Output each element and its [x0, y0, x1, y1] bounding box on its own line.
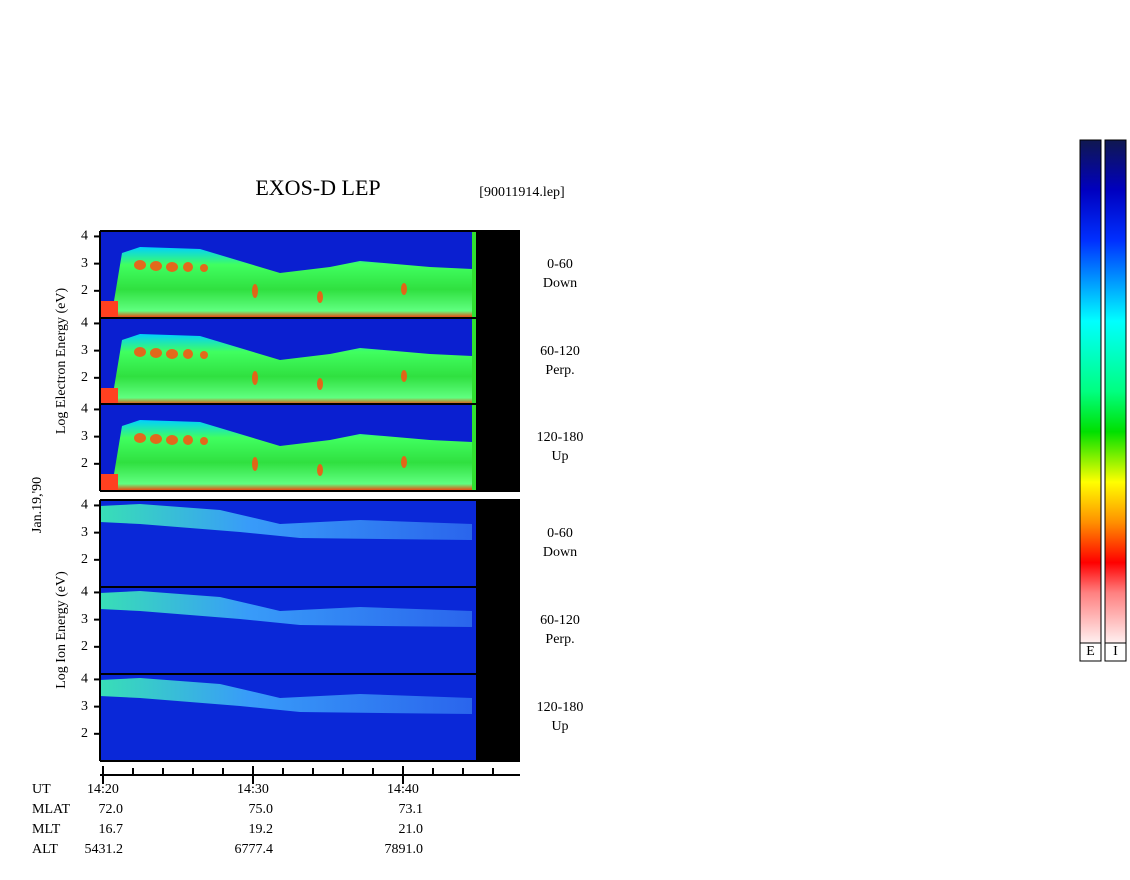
direction-label: Down	[543, 276, 577, 291]
angle-label: 0-60	[547, 257, 573, 272]
angle-label: 120-180	[537, 700, 584, 715]
spectrogram-panels	[99, 230, 520, 762]
y-tick-label: 3	[81, 699, 88, 714]
orbit-value: 75.0	[249, 802, 274, 817]
orbit-value: 5431.2	[85, 842, 124, 857]
x-tick-label: 14:40	[387, 782, 419, 797]
colorbars	[1079, 139, 1127, 662]
orbit-row-name: MLT	[32, 822, 61, 837]
direction-label: Down	[543, 545, 577, 560]
y-tick-label: 3	[81, 343, 88, 358]
angle-label: 120-180	[537, 430, 584, 445]
y-tick-label: 4	[81, 498, 88, 513]
x-tick-label: 14:30	[237, 782, 269, 797]
y-tick-label: 2	[81, 283, 88, 298]
electron-axis-label: Log Electron Energy (eV)	[54, 288, 69, 435]
y-tick-label: 3	[81, 256, 88, 271]
orbit-value: 72.0	[99, 802, 124, 817]
title: EXOS-D LEP	[255, 175, 380, 200]
y-tick-label: 4	[81, 316, 88, 331]
orbit-row-name: MLAT	[32, 802, 71, 817]
direction-label: Up	[551, 449, 568, 464]
y-tick-label: 2	[81, 456, 88, 471]
y-tick-label: 4	[81, 402, 88, 417]
orbit-value: 21.0	[399, 822, 424, 837]
direction-label: Up	[551, 719, 568, 734]
y-tick-label: 4	[81, 585, 88, 600]
y-tick-label: 3	[81, 429, 88, 444]
direction-label: Perp.	[545, 632, 574, 647]
direction-label: Perp.	[545, 363, 574, 378]
orbit-value: 19.2	[249, 822, 274, 837]
angle-label: 60-120	[540, 613, 580, 628]
y-tick-label: 2	[81, 552, 88, 567]
y-tick-label: 2	[81, 370, 88, 385]
y-tick-label: 4	[81, 229, 88, 244]
file-label: [90011914.lep]	[479, 185, 564, 200]
date-label: Jan.19,'90	[30, 477, 45, 533]
colorbar-label: E	[1086, 644, 1095, 659]
angle-label: 60-120	[540, 344, 580, 359]
orbit-value: 6777.4	[235, 842, 274, 857]
orbit-value: 73.1	[399, 802, 424, 817]
orbit-row-name: ALT	[32, 842, 58, 857]
angle-label: 0-60	[547, 526, 573, 541]
y-tick-label: 4	[81, 672, 88, 687]
y-tick-label: 3	[81, 525, 88, 540]
ion-axis-label: Log Ion Energy (eV)	[54, 571, 69, 689]
y-tick-label: 2	[81, 639, 88, 654]
orbit-value: 16.7	[99, 822, 124, 837]
y-tick-label: 3	[81, 612, 88, 627]
orbit-value: 7891.0	[385, 842, 424, 857]
y-tick-label: 2	[81, 726, 88, 741]
colorbar-label: I	[1113, 644, 1118, 659]
ut-label: UT	[32, 782, 51, 797]
x-tick-label: 14:20	[87, 782, 119, 797]
